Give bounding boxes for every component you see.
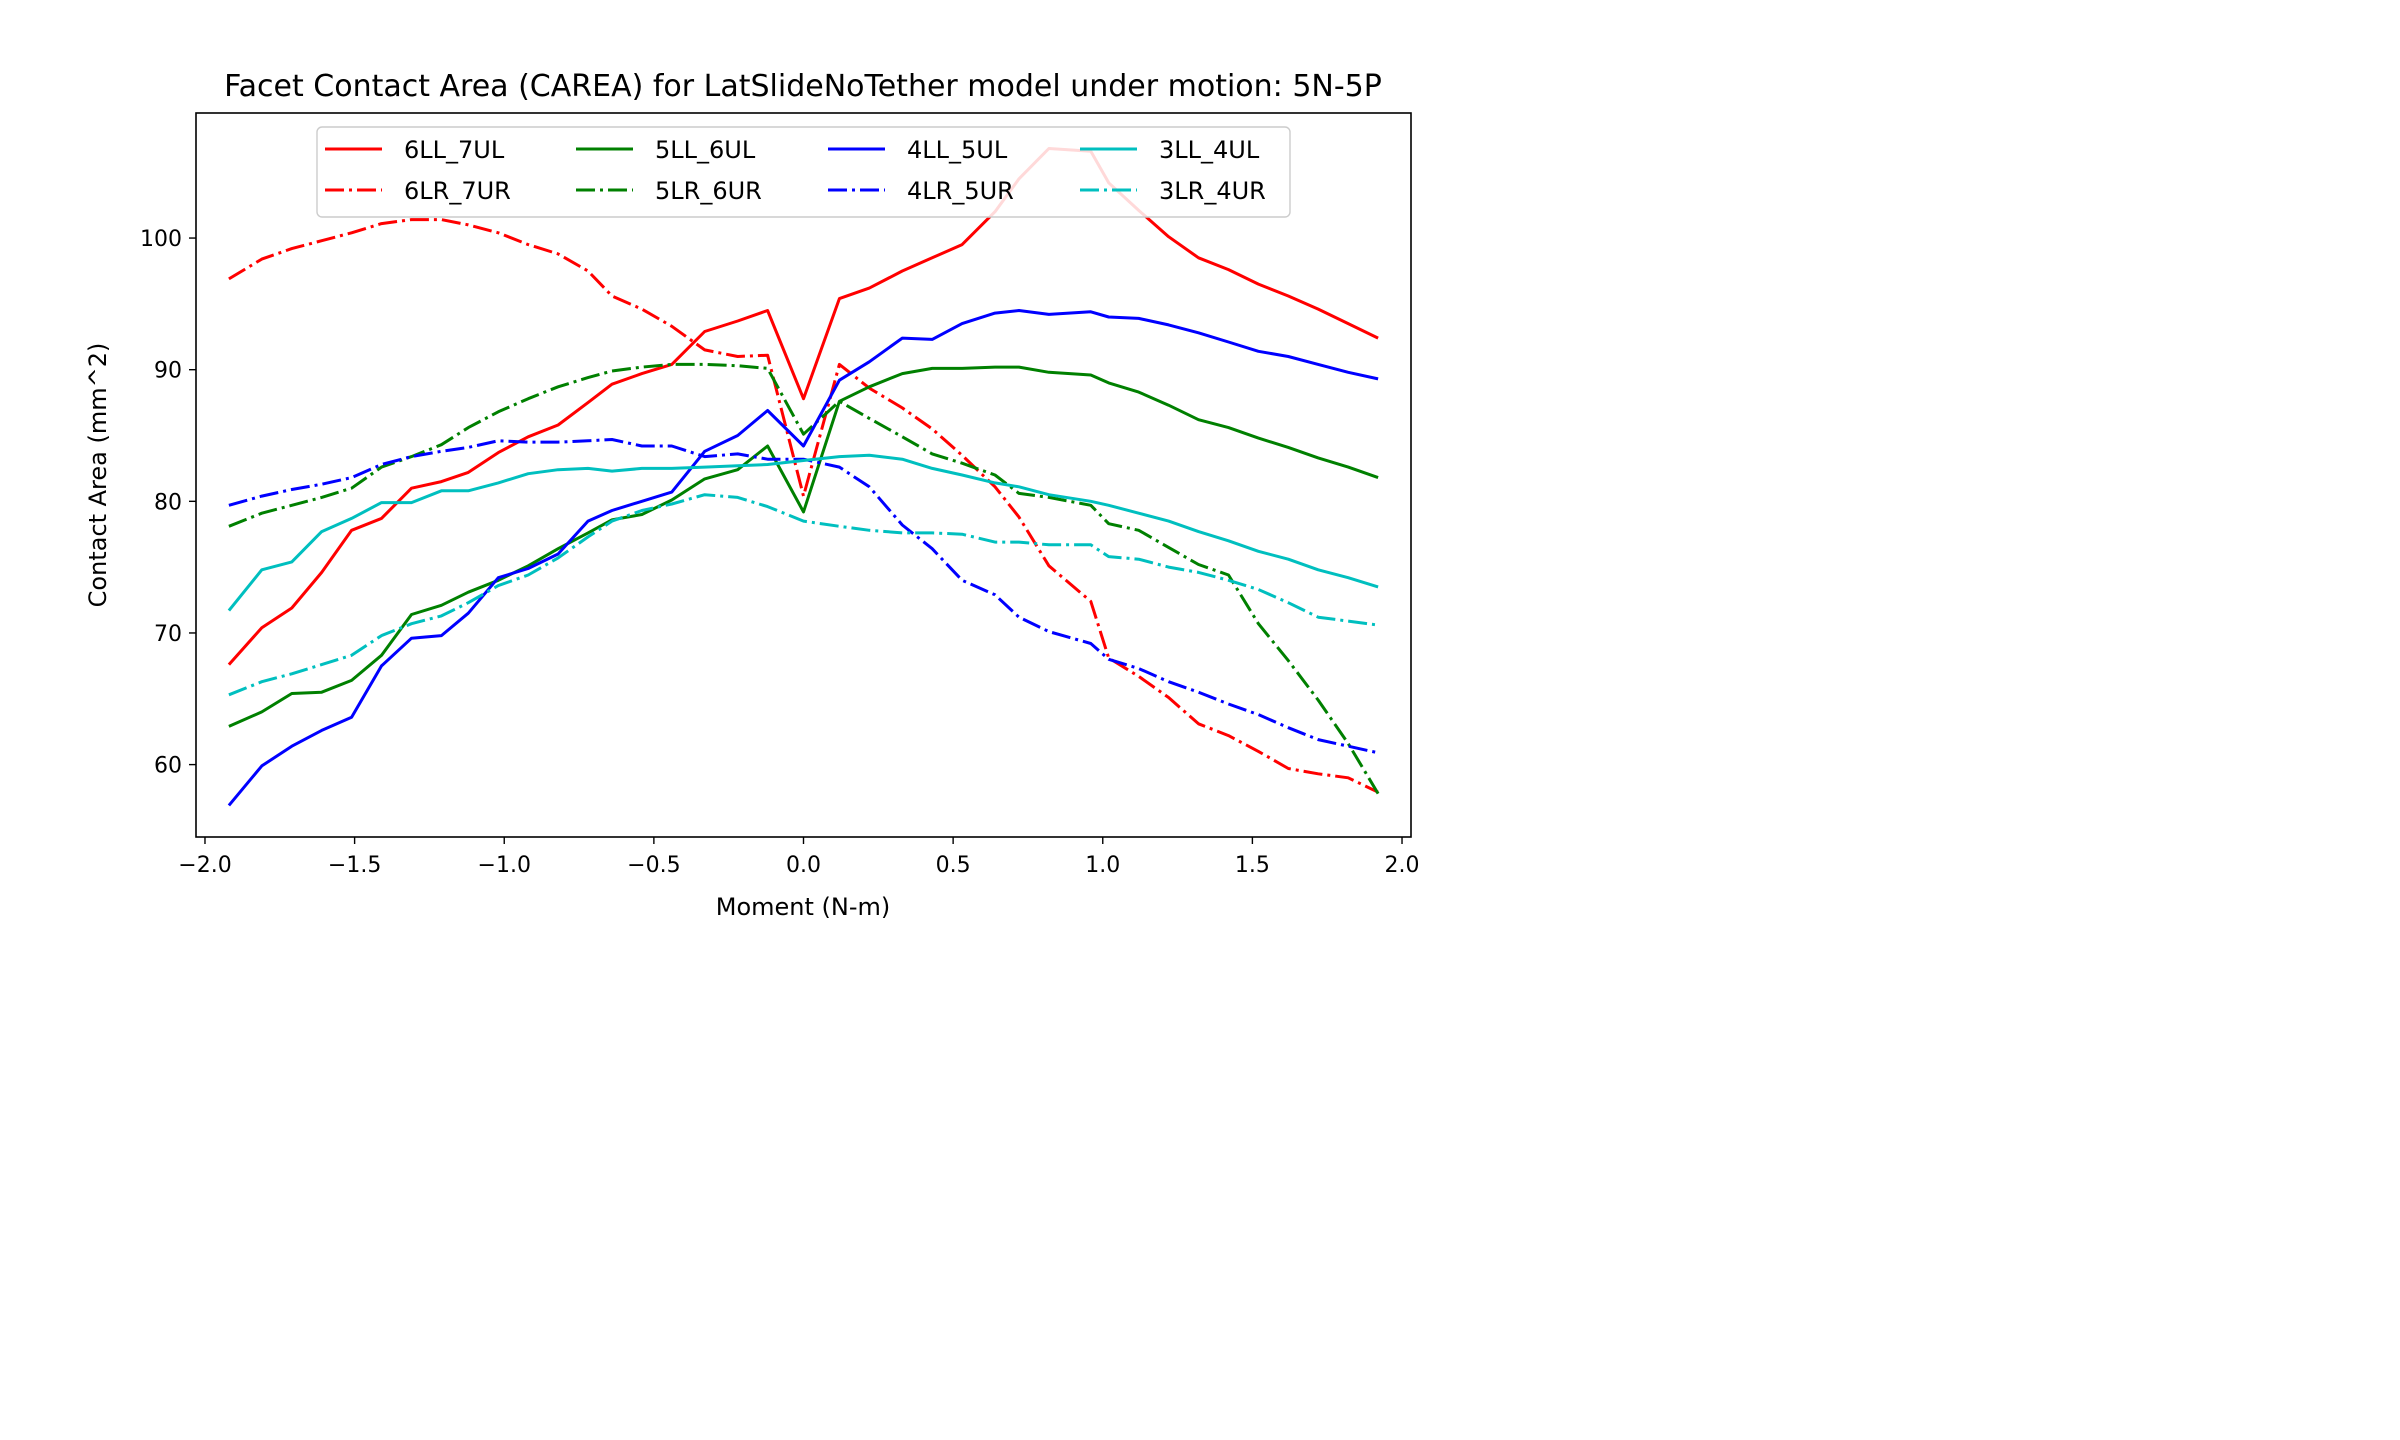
legend-label-3LR_4UR: 3LR_4UR — [1159, 177, 1266, 205]
legend-label-6LR_7UR: 6LR_7UR — [404, 177, 511, 205]
y-tick-label: 80 — [154, 490, 182, 515]
y-tick-label: 60 — [154, 754, 182, 779]
y-tick-label: 90 — [154, 359, 182, 384]
y-tick-label: 70 — [154, 622, 182, 647]
x-tick-label: −0.5 — [627, 853, 680, 878]
x-tick-label: −1.0 — [478, 853, 531, 878]
series-line-6LL_7UL — [227, 147, 1379, 666]
x-tick-label: 0.0 — [786, 853, 821, 878]
x-tick-label: −2.0 — [178, 853, 231, 878]
x-tick-label: 1.0 — [1085, 853, 1120, 878]
x-tick-label: 1.5 — [1235, 853, 1270, 878]
legend-label-5LR_6UR: 5LR_6UR — [655, 177, 762, 205]
legend-label-5LL_6UL: 5LL_6UL — [655, 136, 756, 164]
chart-figure: Facet Contact Area (CAREA) for LatSlideN… — [0, 0, 1545, 927]
legend-frame — [316, 126, 1291, 218]
series-line-4LL_5UL — [227, 309, 1379, 807]
plot-lines — [227, 147, 1380, 807]
x-tick-label: 0.5 — [936, 853, 971, 878]
series-line-6LR_7UR — [228, 218, 1379, 794]
chart-title: Facet Contact Area (CAREA) for LatSlideN… — [224, 69, 1382, 104]
legend: 6LL_7UL 6LR_7UR 5LL_6UL 5LR_6UR 4LL_5UL 4LR_5… — [316, 126, 1291, 218]
x-tick-label: 2.0 — [1385, 853, 1420, 878]
x-axis-label: Moment (N-m) — [716, 893, 891, 921]
y-axis: 60 70 80 90 100 — [140, 227, 196, 779]
x-axis: −2.0 −1.5 −1.0 −0.5 0.0 0.5 1.0 1.5 2.0 — [178, 837, 1420, 878]
x-tick-label: −1.5 — [328, 853, 381, 878]
legend-label-3LL_4UL: 3LL_4UL — [1159, 136, 1260, 164]
series-line-5LL_6UL — [228, 365, 1379, 728]
series-line-3LR_4UR — [228, 493, 1379, 697]
y-tick-label: 100 — [140, 227, 182, 252]
legend-label-6LL_7UL: 6LL_7UL — [404, 136, 505, 164]
series-line-5LR_6UR — [228, 362, 1380, 795]
series-line-3LL_4UL — [227, 453, 1379, 612]
y-axis-label: Contact Area (mm^2) — [84, 343, 112, 608]
legend-label-4LL_5UL: 4LL_5UL — [907, 136, 1008, 164]
legend-label-4LR_5UR: 4LR_5UR — [907, 177, 1014, 205]
